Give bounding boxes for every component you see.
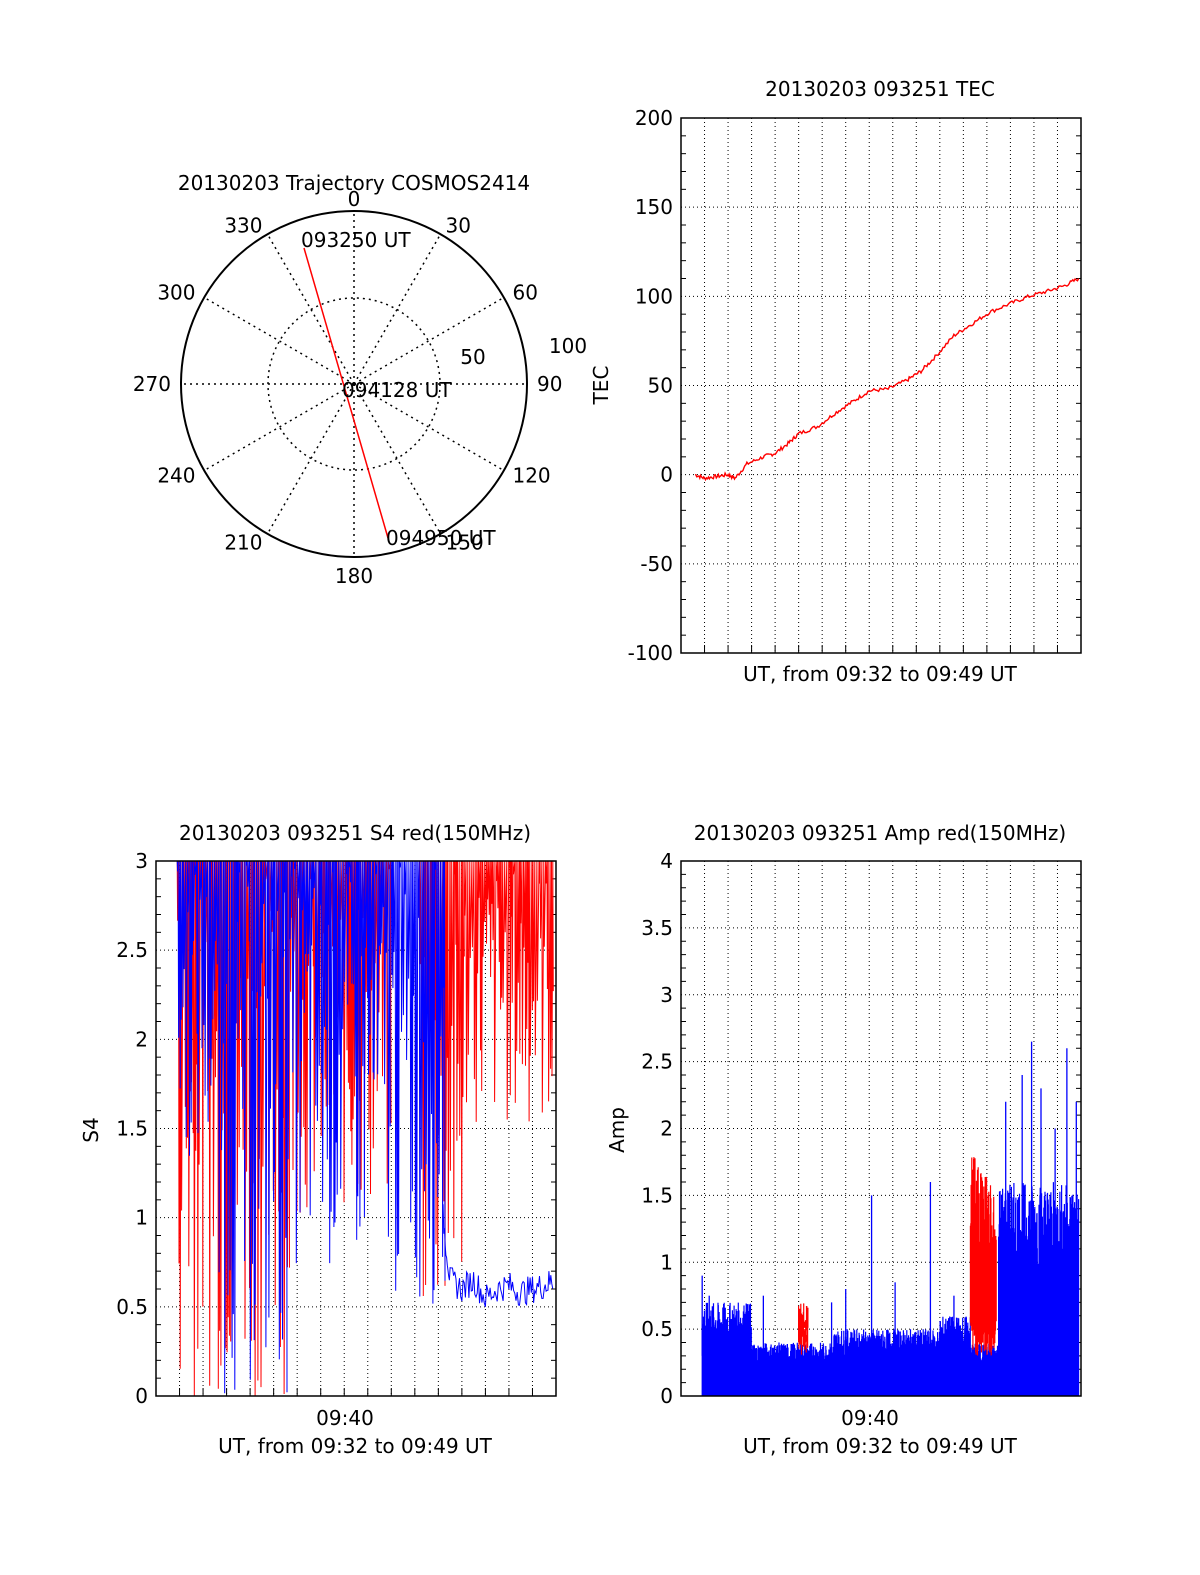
amp-ytick-label-5: 2.5	[641, 1050, 673, 1074]
polar-angle-labels: 0 30 60 90 120 150 180 210 240 270 300 330	[133, 187, 563, 588]
amp-blue-series-segment-5	[998, 1182, 1080, 1396]
polar-spoke-300	[203, 296, 355, 385]
tec-ytick-label-1: -50	[640, 552, 673, 576]
amp-ytick-label-4: 2	[660, 1117, 673, 1141]
tec-grid	[681, 118, 1081, 653]
polar-title: 20130203 Trajectory COSMOS2414	[178, 171, 530, 195]
amp-blue-series-segment-2	[833, 1329, 941, 1396]
s4-y-ticks: 0 0.5 1 1.5 2 2.5 3	[116, 849, 148, 1408]
s4-panel: 20130203 093251 S4 red(150MHz) 0 0.5 1 1.5 2…	[79, 821, 557, 1458]
s4-blue-series-segment-3	[390, 860, 446, 1304]
s4-x-tick-label: 09:40	[316, 1406, 374, 1430]
s4-ytick-label-4: 2	[135, 1027, 148, 1051]
tec-ytick-label-3: 50	[648, 374, 673, 398]
s4-ytick-label-2: 1	[135, 1206, 148, 1230]
amp-blue-series-segment-4	[969, 1343, 999, 1396]
amp-ytick-label-1: 0.5	[641, 1317, 673, 1341]
polar-angle-label-90: 90	[537, 372, 562, 396]
amp-red-series	[798, 1157, 997, 1356]
tec-series-line	[695, 277, 1080, 482]
trajectory-mid-label: 094128 UT	[342, 378, 452, 402]
amp-ytick-label-3: 1.5	[641, 1183, 673, 1207]
tec-plot-frame	[680, 117, 1082, 654]
amp-data	[701, 1041, 1080, 1396]
polar-outer-ring	[180, 210, 528, 558]
tec-ytick-label-5: 150	[635, 195, 673, 219]
amp-y-axis-label: Amp	[605, 1107, 629, 1153]
polar-angle-label-330: 330	[224, 214, 262, 238]
s4-blue-series-tail	[442, 1204, 554, 1307]
amp-x-tick-label: 09:40	[841, 1406, 899, 1430]
tec-y-axis-label: TEC	[589, 366, 613, 406]
s4-y-axis-label: S4	[79, 1117, 103, 1142]
amp-panel: 20130203 093251 Amp red(150MHz) 0 0.5 1 1.5…	[605, 821, 1082, 1458]
s4-ytick-label-6: 3	[135, 849, 148, 873]
amp-plot-frame	[680, 860, 1082, 1397]
tec-ytick-label-2: 0	[660, 463, 673, 487]
tec-ytick-label-0: -100	[628, 641, 673, 665]
amp-ytick-label-2: 1	[660, 1250, 673, 1274]
tec-panel: 20130203 093251 TEC -100-50050100150200 …	[589, 77, 1082, 686]
s4-title: 20130203 093251 S4 red(150MHz)	[179, 821, 531, 845]
amp-ytick-label-6: 3	[660, 983, 673, 1007]
polar-angle-label-300: 300	[157, 281, 195, 305]
polar-spoke-150	[353, 383, 442, 535]
tec-x-axis-label: UT, from 09:32 to 09:49 UT	[743, 662, 1018, 686]
amp-x-axis-label: UT, from 09:32 to 09:49 UT	[743, 1434, 1018, 1458]
polar-angle-label-30: 30	[446, 214, 471, 238]
tec-data	[695, 277, 1080, 482]
s4-ytick-label-1: 0.5	[116, 1295, 148, 1319]
polar-radial-tick-100: 100	[549, 334, 587, 358]
amp-title: 20130203 093251 Amp red(150MHz)	[694, 821, 1066, 845]
s4-ytick-label-3: 1.5	[116, 1117, 148, 1141]
polar-angle-label-240: 240	[157, 464, 195, 488]
tec-title: 20130203 093251 TEC	[765, 77, 995, 101]
polar-spoke-210	[266, 383, 355, 535]
polar-spoke-120	[353, 383, 505, 472]
s4-ytick-label-5: 2.5	[116, 938, 148, 962]
s4-plot-frame	[155, 860, 557, 1397]
polar-angle-label-60: 60	[512, 281, 537, 305]
tec-y-ticks: -100 -50 0 50 100 150 200	[628, 106, 673, 665]
polar-angle-label-150: 150	[446, 530, 484, 554]
s4-data	[176, 860, 554, 1397]
amp-ytick-label-7: 3.5	[641, 916, 673, 940]
s4-x-axis-label: UT, from 09:32 to 09:49 UT	[218, 1434, 493, 1458]
polar-trajectory-panel: 20130203 Trajectory COSMOS2414 0 30 60 90 12…	[133, 171, 587, 588]
polar-spoke-30	[353, 233, 442, 385]
amp-ytick-label-8: 4	[660, 849, 673, 873]
trajectory-start-label: 093250 UT	[301, 228, 411, 252]
polar-spokes	[181, 211, 527, 557]
polar-angle-label-120: 120	[512, 464, 550, 488]
amp-blue-series-segment-3	[939, 1316, 971, 1396]
polar-angle-label-270: 270	[133, 372, 171, 396]
amp-blue-series-segment-0	[701, 1302, 752, 1396]
trajectory-line	[303, 247, 389, 539]
s4-blue-series-segment-0	[176, 860, 216, 1156]
polar-angle-label-210: 210	[224, 530, 262, 554]
trajectory-end-label: 094950 UT	[386, 526, 496, 550]
amp-y-ticks: 0 0.5 1 1.5 2 2.5 3 3.5 4	[641, 849, 673, 1408]
polar-spoke-240	[203, 383, 355, 472]
amp-blue-series-segment-1	[751, 1342, 835, 1396]
amp-ytick-label-0: 0	[660, 1384, 673, 1408]
polar-radial-tick-50: 50	[460, 345, 485, 369]
polar-angle-label-180: 180	[335, 564, 373, 588]
polar-spoke-330	[266, 233, 355, 385]
s4-ytick-label-0: 0	[135, 1384, 148, 1408]
tec-ytick-label-4: 100	[635, 284, 673, 308]
s4-red-series-segment-4	[463, 860, 554, 1122]
tec-ytick-label-6: 200	[635, 106, 673, 130]
polar-angle-label-0: 0	[348, 187, 361, 211]
polar-spoke-60	[353, 296, 505, 385]
s4-blue-series-segment-2	[287, 860, 391, 1264]
s4-blue-series-segment-1	[214, 860, 288, 1394]
